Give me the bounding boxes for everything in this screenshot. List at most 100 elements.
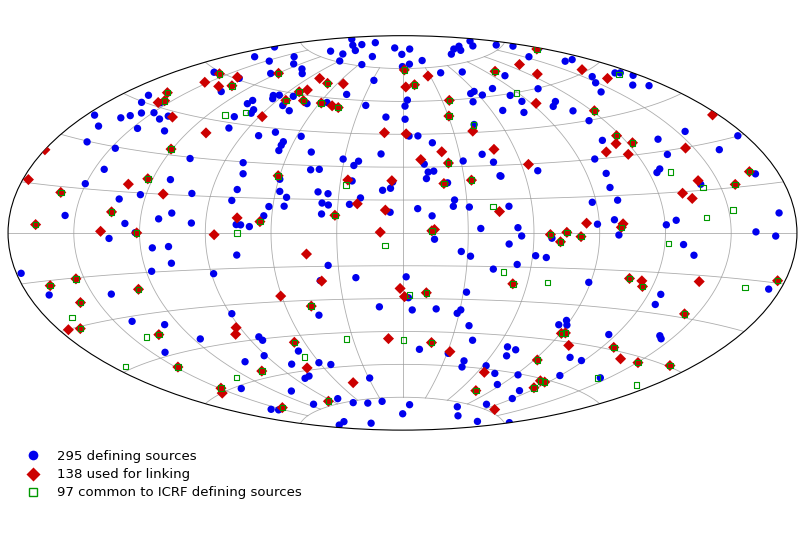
Point — [539, 378, 551, 386]
Point — [272, 172, 285, 180]
Point — [376, 186, 389, 195]
Point — [420, 288, 433, 297]
Point — [654, 332, 667, 340]
Point — [214, 384, 227, 392]
Point — [408, 81, 421, 89]
Point — [464, 252, 477, 261]
Point — [105, 290, 118, 299]
Point — [614, 355, 627, 363]
Point — [280, 193, 293, 202]
Point — [255, 367, 268, 375]
Point — [321, 189, 334, 198]
Point — [264, 69, 277, 78]
Point — [332, 103, 345, 112]
Point — [452, 42, 465, 50]
Point — [332, 103, 345, 112]
Point — [165, 259, 178, 267]
Point — [105, 208, 118, 216]
Point — [314, 276, 327, 285]
Point — [213, 82, 225, 91]
Point — [413, 345, 426, 353]
Point — [245, 109, 258, 118]
Point — [626, 138, 639, 147]
Point — [231, 73, 244, 82]
Point — [74, 298, 87, 307]
Point — [454, 46, 467, 55]
Point — [361, 399, 374, 408]
Point — [105, 208, 118, 216]
Point — [559, 329, 572, 338]
Point — [349, 273, 362, 282]
Point — [488, 145, 501, 154]
Point — [312, 311, 325, 319]
Point — [676, 189, 689, 198]
Point — [696, 183, 709, 192]
Point — [448, 196, 461, 204]
Point — [345, 35, 358, 43]
Point — [234, 220, 247, 229]
Point — [489, 41, 502, 49]
Point — [354, 193, 367, 202]
Point — [171, 363, 184, 372]
Point — [207, 269, 220, 278]
Point — [443, 112, 456, 121]
Point — [347, 378, 360, 387]
Point — [267, 91, 280, 100]
Point — [497, 106, 510, 115]
Point — [248, 53, 261, 61]
Point — [498, 71, 511, 80]
Point — [465, 176, 478, 185]
Point — [114, 113, 127, 122]
Point — [591, 374, 604, 383]
Point — [29, 220, 42, 229]
Point — [530, 99, 543, 108]
Point — [59, 211, 72, 220]
Point — [442, 159, 455, 168]
Point — [678, 310, 691, 318]
Point — [102, 234, 115, 243]
Point — [254, 217, 266, 226]
Point — [588, 106, 601, 115]
Point — [229, 323, 242, 332]
Point — [442, 159, 455, 168]
Point — [382, 334, 395, 343]
Point — [430, 305, 443, 313]
Point — [444, 347, 456, 356]
Point — [379, 206, 392, 214]
Point — [623, 274, 636, 283]
Point — [604, 183, 617, 192]
Point — [454, 306, 467, 315]
Point — [322, 201, 335, 209]
Point — [74, 324, 87, 333]
Point — [275, 141, 287, 150]
Point — [732, 132, 745, 140]
Point — [92, 122, 105, 130]
Point — [79, 179, 92, 188]
Point — [231, 214, 244, 222]
Point — [346, 41, 359, 50]
Point — [522, 53, 535, 61]
Point — [287, 92, 299, 101]
Point — [677, 240, 690, 249]
Point — [348, 161, 361, 170]
Point — [700, 213, 713, 222]
Legend: 295 defining sources, 138 used for linking, 97 common to ICRF defining sources: 295 defining sources, 138 used for linki… — [14, 444, 307, 505]
Point — [546, 234, 559, 243]
Point — [621, 150, 634, 159]
Point — [771, 276, 784, 285]
Point — [166, 113, 179, 122]
Point — [142, 174, 155, 183]
Point — [654, 164, 667, 173]
Point — [663, 361, 676, 370]
Point — [771, 276, 784, 285]
Point — [315, 99, 328, 107]
Point — [664, 168, 677, 176]
Point — [299, 374, 312, 383]
Point — [230, 229, 243, 237]
Point — [650, 168, 663, 177]
Point — [632, 358, 645, 367]
Point — [480, 400, 493, 409]
Point — [324, 47, 337, 55]
Point — [489, 369, 502, 378]
Point — [152, 330, 165, 339]
